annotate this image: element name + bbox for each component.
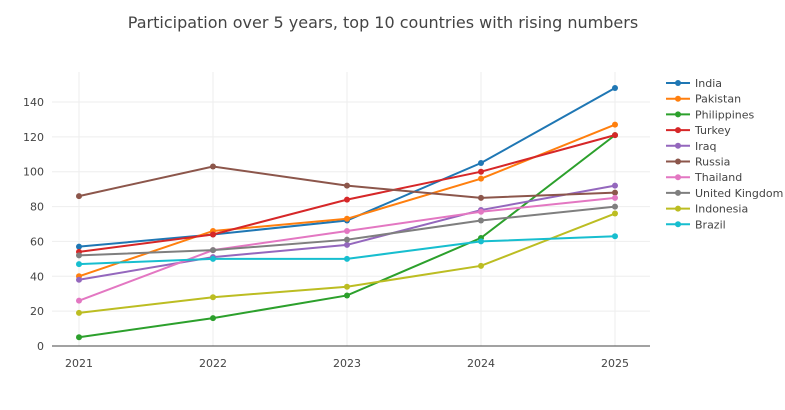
data-point[interactable] [344, 182, 350, 189]
series-turkey [76, 132, 618, 255]
data-point[interactable] [478, 194, 484, 201]
data-point[interactable] [478, 262, 484, 269]
x-tick-label: 2024 [467, 357, 495, 370]
legend-label: Turkey [694, 124, 731, 137]
data-point[interactable] [344, 196, 350, 203]
x-tick-label: 2021 [65, 357, 93, 370]
legend-item[interactable]: Philippines [666, 108, 755, 121]
data-point[interactable] [76, 334, 82, 341]
x-tick-label: 2025 [601, 357, 629, 370]
data-point[interactable] [478, 175, 484, 182]
data-point[interactable] [210, 163, 216, 170]
legend-swatch-marker [675, 80, 681, 86]
legend-label: Indonesia [695, 203, 748, 216]
data-point[interactable] [76, 193, 82, 200]
data-point[interactable] [344, 236, 350, 243]
y-tick-label: 80 [30, 201, 44, 214]
x-tick-label: 2022 [199, 357, 227, 370]
data-point[interactable] [478, 160, 484, 166]
data-point[interactable] [210, 315, 216, 322]
data-point[interactable] [612, 233, 618, 240]
legend-swatch-marker [675, 142, 681, 149]
data-point[interactable] [344, 283, 350, 290]
legend-item[interactable]: Indonesia [666, 203, 748, 216]
legend-swatch-marker [675, 174, 681, 181]
legend-swatch-marker [675, 205, 681, 212]
legend-item[interactable]: India [666, 77, 722, 90]
x-tick-label: 2023 [333, 357, 361, 370]
legend-item[interactable]: Brazil [666, 218, 726, 231]
data-point[interactable] [612, 121, 618, 128]
y-tick-label: 60 [30, 235, 44, 248]
chart-title: Participation over 5 years, top 10 count… [128, 13, 638, 32]
y-tick-label: 140 [23, 96, 44, 109]
data-point[interactable] [612, 194, 618, 201]
data-point[interactable] [344, 241, 350, 248]
legend-swatch-marker [675, 127, 681, 134]
series-brazil [76, 233, 618, 268]
y-tick-label: 0 [37, 340, 44, 353]
data-point[interactable] [612, 182, 618, 189]
data-point[interactable] [76, 309, 82, 316]
data-point[interactable] [76, 243, 82, 250]
legend-item[interactable]: United Kingdom [666, 187, 783, 200]
data-point[interactable] [76, 297, 82, 304]
y-tick-label: 120 [23, 131, 44, 144]
data-point[interactable] [344, 215, 350, 222]
data-point[interactable] [344, 227, 350, 234]
data-point[interactable] [478, 208, 484, 215]
legend-label: Thailand [694, 171, 742, 184]
legend-label: Iraq [695, 140, 717, 153]
y-tick-label: 20 [30, 305, 44, 318]
data-point[interactable] [612, 85, 618, 92]
legend-swatch-marker [675, 189, 681, 196]
legend-label: United Kingdom [695, 187, 783, 200]
legend-swatch-marker [675, 158, 681, 165]
data-point[interactable] [478, 168, 484, 175]
data-point[interactable] [210, 231, 216, 238]
legend-label: India [695, 77, 722, 90]
y-tick-label: 40 [30, 270, 44, 283]
data-point[interactable] [478, 238, 484, 245]
legend-label: Brazil [695, 218, 726, 231]
data-point[interactable] [76, 276, 82, 283]
legend-swatch-marker [675, 111, 681, 118]
series-russia [76, 163, 618, 201]
legend-item[interactable]: Pakistan [666, 93, 741, 106]
data-point[interactable] [612, 203, 618, 210]
legend-item[interactable]: Thailand [666, 171, 742, 184]
data-point[interactable] [612, 132, 618, 139]
data-point[interactable] [210, 255, 216, 262]
data-point[interactable] [612, 210, 618, 217]
y-tick-label: 100 [23, 166, 44, 179]
legend-item[interactable]: Turkey [666, 124, 731, 137]
data-point[interactable] [612, 189, 618, 196]
data-point[interactable] [344, 255, 350, 262]
data-point[interactable] [76, 252, 82, 259]
legend-item[interactable]: Iraq [666, 140, 717, 153]
legend-label: Russia [695, 156, 730, 169]
data-point[interactable] [478, 217, 484, 224]
legend-label: Philippines [695, 108, 755, 121]
series-indonesia [76, 210, 618, 316]
legend-label: Pakistan [695, 93, 741, 106]
series-united-kingdom [76, 203, 618, 259]
data-point[interactable] [344, 292, 350, 299]
data-point[interactable] [210, 247, 216, 254]
legend-swatch-marker [675, 95, 681, 102]
data-point[interactable] [76, 261, 82, 268]
legend-swatch-marker [675, 221, 681, 228]
data-point[interactable] [210, 294, 216, 301]
legend-item[interactable]: Russia [666, 156, 730, 169]
